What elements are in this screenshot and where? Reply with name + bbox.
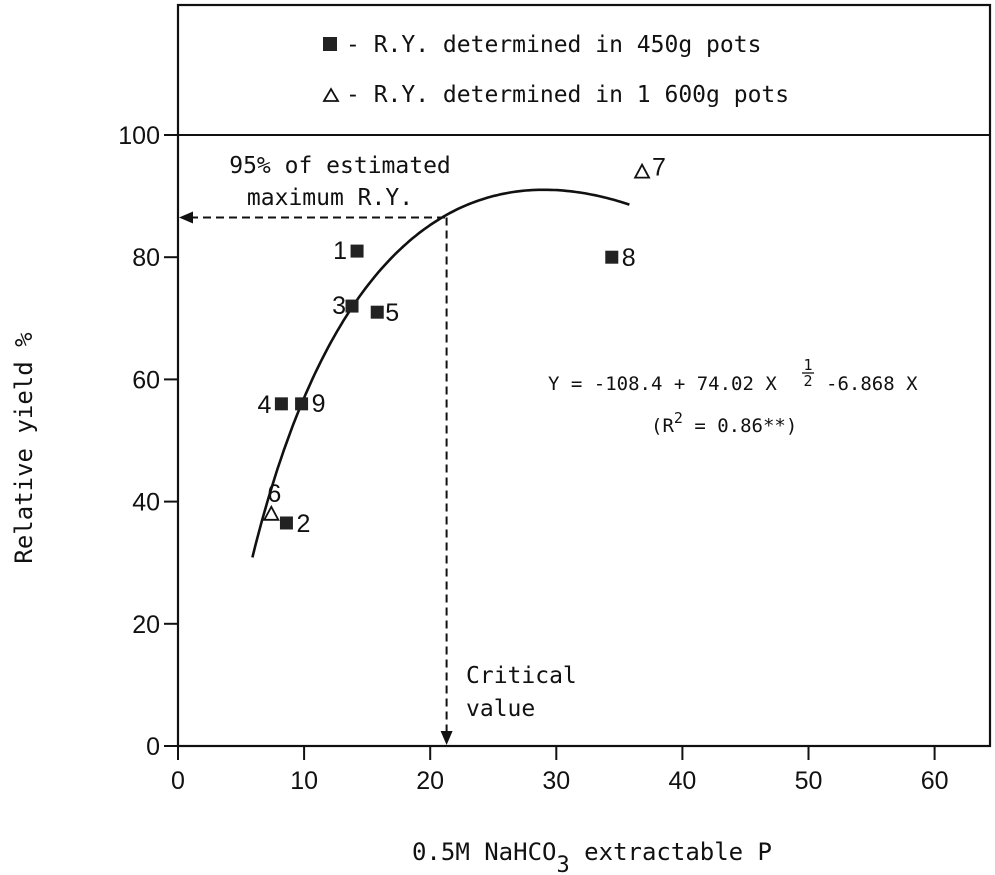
x-axis: 0 10 20 30 40 50 60	[171, 746, 949, 795]
data-point-5: 5	[370, 299, 399, 327]
legend-label-1600g: - R.Y. determined in 1 600g pots	[346, 82, 789, 108]
equation-left: Y = -108.4 + 74.02 X	[548, 373, 777, 395]
y-tick-label: 100	[118, 122, 160, 150]
data-point-7: 7	[633, 154, 666, 182]
square-marker	[605, 250, 619, 264]
square-marker	[370, 305, 384, 319]
x-tick-label: 60	[921, 767, 949, 795]
regression-equation: Y = -108.4 + 74.02 X 1 2 -6.868 X (R2 = …	[548, 356, 918, 437]
square-marker	[279, 516, 293, 530]
r-squared: (R2 = 0.86**)	[651, 409, 797, 437]
point-label: 8	[622, 244, 636, 272]
x-tick-label: 20	[416, 767, 444, 795]
x-axis-title-prefix: 0.5M NaHCO	[412, 838, 557, 866]
max-ry-label-line2: maximum R.Y.	[247, 185, 413, 211]
data-points: 1 2 3 4 5 6 7 8 9	[257, 154, 665, 538]
point-label: 4	[257, 391, 271, 419]
y-tick-label: 60	[132, 366, 160, 394]
x-axis-title: 0.5M NaHCO3 extractable P	[412, 838, 772, 875]
legend-label-450g: - R.Y. determined in 450g pots	[346, 32, 761, 58]
equation-exponent-denominator: 2	[803, 372, 812, 390]
point-label: 1	[333, 237, 347, 265]
point-label: 3	[332, 292, 346, 320]
point-label: 9	[312, 390, 326, 418]
point-label: 5	[385, 299, 399, 327]
equation-exponent-numerator: 1	[803, 356, 812, 374]
critical-value-label-line1: Critical	[466, 663, 577, 689]
data-point-2: 2	[279, 510, 310, 538]
y-tick-label: 40	[132, 489, 160, 517]
plot-frame	[176, 3, 992, 748]
legend: - R.Y. determined in 450g pots - R.Y. de…	[322, 32, 789, 108]
point-label: 7	[652, 154, 666, 182]
data-point-3: 3	[332, 292, 359, 320]
max-ry-arrowhead	[179, 211, 193, 224]
max-ry-label-line1: 95% of estimated	[229, 153, 451, 179]
square-marker	[295, 397, 309, 411]
critical-value-arrowhead	[440, 731, 453, 745]
square-marker	[274, 397, 288, 411]
y-axis: 0 20 40 60 80 100	[118, 122, 178, 761]
x-tick-label: 30	[542, 767, 570, 795]
square-marker	[345, 299, 359, 313]
legend-square-marker	[323, 37, 337, 51]
y-tick-label: 20	[132, 611, 160, 639]
y-axis-title: Relative yield %	[10, 332, 38, 564]
data-point-9: 9	[295, 390, 325, 418]
equation-right: -6.868 X	[826, 373, 918, 395]
y-tick-label: 80	[132, 244, 160, 272]
legend-triangle-marker	[322, 87, 340, 102]
x-tick-label: 40	[668, 767, 696, 795]
point-label: 2	[296, 510, 310, 538]
triangle-marker	[633, 162, 651, 179]
data-point-1: 1	[333, 237, 364, 265]
critical-value-label-line2: value	[466, 696, 535, 722]
square-marker	[350, 244, 364, 258]
x-tick-label: 50	[795, 767, 823, 795]
data-point-4: 4	[257, 391, 288, 419]
data-point-6: 6	[262, 480, 281, 521]
x-tick-label: 10	[290, 767, 318, 795]
y-tick-label: 0	[146, 733, 160, 761]
point-label: 6	[267, 480, 281, 508]
triangle-marker	[262, 504, 280, 521]
x-axis-title-suffix: extractable P	[570, 838, 772, 866]
x-axis-title-subscript: 3	[556, 853, 569, 875]
x-tick-label: 0	[171, 767, 185, 795]
data-point-8: 8	[605, 244, 636, 272]
